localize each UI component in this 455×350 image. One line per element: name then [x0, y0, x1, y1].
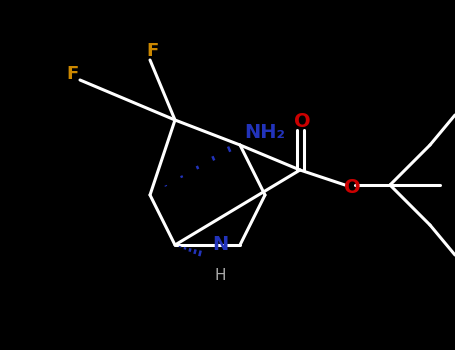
Text: O: O [294, 112, 311, 131]
Text: N: N [212, 236, 228, 254]
Text: O: O [344, 178, 361, 197]
Text: F: F [147, 42, 159, 60]
Text: F: F [66, 65, 79, 83]
Text: H: H [214, 267, 226, 282]
Text: NH₂: NH₂ [244, 122, 285, 142]
